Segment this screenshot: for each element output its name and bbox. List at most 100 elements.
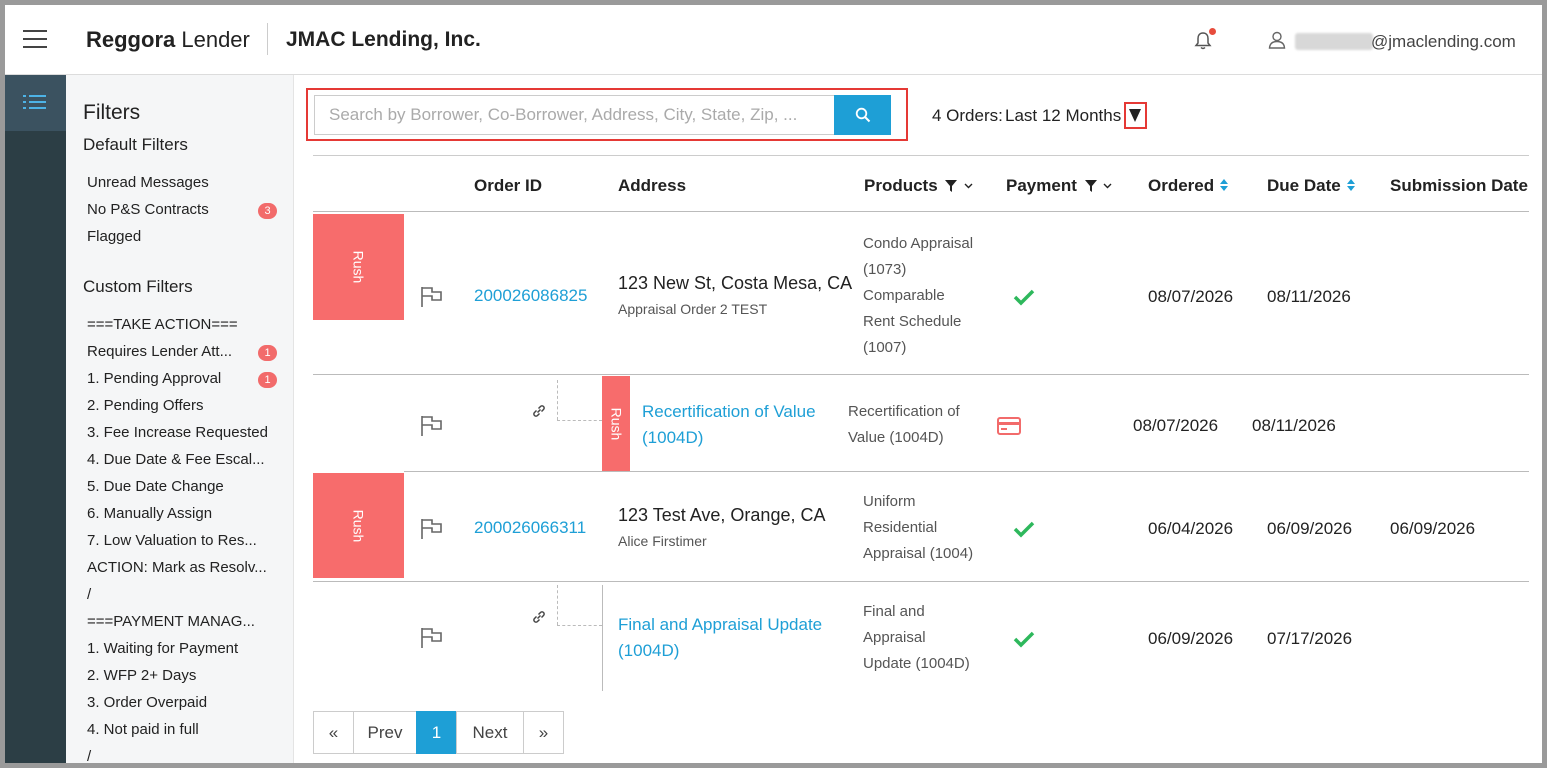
filter-custom-item[interactable]: 2. Pending Offers xyxy=(87,397,204,414)
sort-icon[interactable] xyxy=(1220,178,1229,191)
filter-icon[interactable] xyxy=(945,180,958,192)
col-order-id: Order ID xyxy=(474,176,543,195)
filter-custom-item[interactable]: 4. Due Date & Fee Escal... xyxy=(87,451,265,468)
filter-custom-item[interactable]: 5. Due Date Change xyxy=(87,478,224,495)
search-input[interactable] xyxy=(314,95,836,135)
caret-down-icon[interactable] xyxy=(1129,109,1141,122)
orders-count: 4 Orders: xyxy=(932,106,1003,125)
link-icon[interactable] xyxy=(531,609,547,625)
col-payment-label: Payment xyxy=(1006,176,1077,195)
col-payment[interactable]: Payment xyxy=(1006,176,1112,196)
search-highlight xyxy=(306,88,908,141)
rush-badge: Rush xyxy=(602,376,630,471)
filter-no-ps-contracts[interactable]: No P&S Contracts xyxy=(87,201,209,218)
filters-title: Filters xyxy=(83,101,141,124)
order-id-link[interactable]: 200026086825 xyxy=(474,286,588,305)
chevron-down-icon[interactable] xyxy=(1103,183,1112,189)
filter-custom-item[interactable]: ===PAYMENT MANAG... xyxy=(87,613,255,630)
flag-icon[interactable] xyxy=(419,414,445,438)
due-date: 06/09/2026 xyxy=(1267,519,1353,538)
filter-custom-item[interactable]: Requires Lender Att... xyxy=(87,343,233,360)
last-page-button[interactable]: » xyxy=(523,711,564,754)
address-subtext: Alice Firstimer xyxy=(618,533,707,549)
flag-icon[interactable] xyxy=(419,285,445,309)
filter-custom-item[interactable]: 6. Manually Assign xyxy=(87,505,213,522)
col-due-date[interactable]: Due Date xyxy=(1267,176,1355,196)
due-date: 08/11/2026 xyxy=(1252,416,1336,435)
address-text: 123 New St, Costa Mesa, CA xyxy=(618,273,853,293)
brand-logo[interactable]: Reggora Lender xyxy=(86,27,250,52)
search-button[interactable] xyxy=(834,95,891,135)
filter-custom-item[interactable]: ===TAKE ACTION=== xyxy=(87,316,238,333)
due-date: 08/11/2026 xyxy=(1267,287,1351,306)
header-divider xyxy=(267,23,268,55)
top-bar: Reggora Lender JMAC Lending, Inc. @jmacl… xyxy=(5,5,1542,75)
user-icon[interactable] xyxy=(1267,30,1287,50)
col-products[interactable]: Products xyxy=(864,176,973,196)
child-row-divider xyxy=(602,585,603,691)
submission-date: 06/09/2026 xyxy=(1390,519,1476,538)
flag-icon[interactable] xyxy=(419,626,445,650)
company-name: JMAC Lending, Inc. xyxy=(286,28,481,51)
user-name-redacted xyxy=(1295,33,1373,50)
child-order-link[interactable]: Final and Appraisal Update (1004D) xyxy=(618,615,823,660)
order-id-link[interactable]: 200026066311 xyxy=(474,518,587,537)
user-email[interactable]: @jmaclending.com xyxy=(1371,32,1516,51)
child-order-link[interactable]: Recertification of Value (1004D) xyxy=(642,402,816,447)
first-page-button[interactable]: « xyxy=(313,711,354,754)
table-top-border xyxy=(313,155,1529,156)
credit-card-icon[interactable] xyxy=(997,417,1021,435)
flag-icon[interactable] xyxy=(419,517,445,541)
col-due-date-label: Due Date xyxy=(1267,176,1341,195)
filter-custom-item[interactable]: ACTION: Mark as Resolv... xyxy=(87,559,267,576)
search-icon xyxy=(855,107,870,123)
filter-custom-item[interactable]: / xyxy=(87,586,92,603)
row-separator xyxy=(313,374,1529,375)
nav-rail-orders[interactable] xyxy=(5,75,66,131)
col-ordered[interactable]: Ordered xyxy=(1148,176,1229,196)
count-badge: 1 xyxy=(258,345,277,361)
products-cell: Condo Appraisal (1073) Comparable Rent Sche… xyxy=(863,235,974,356)
connector-line xyxy=(557,625,602,626)
connector-line xyxy=(557,380,558,420)
notification-dot xyxy=(1209,28,1216,35)
filter-custom-item[interactable]: 3. Order Overpaid xyxy=(87,694,208,711)
filter-unread-messages[interactable]: Unread Messages xyxy=(87,174,209,191)
custom-filters-title: Custom Filters xyxy=(83,277,193,296)
sort-icon[interactable] xyxy=(1346,178,1355,191)
filter-custom-item[interactable]: 4. Not paid in full xyxy=(87,721,199,738)
filter-custom-item[interactable]: 1. Waiting for Payment xyxy=(87,640,239,657)
filter-custom-item[interactable]: 2. WFP 2+ Days xyxy=(87,667,197,684)
filter-custom-item[interactable]: 1. Pending Approval xyxy=(87,370,222,387)
prev-page-button[interactable]: Prev xyxy=(353,711,417,754)
chevron-down-icon[interactable] xyxy=(964,183,973,189)
col-ordered-label: Ordered xyxy=(1148,176,1215,195)
connector-line xyxy=(557,420,602,421)
filters-panel: Filters Default Filters Unread Messages … xyxy=(66,75,294,763)
filter-custom-item[interactable]: 7. Low Valuation to Res... xyxy=(87,532,257,549)
app-window: Reggora Lender JMAC Lending, Inc. @jmacl… xyxy=(5,5,1542,763)
menu-icon[interactable] xyxy=(23,30,47,48)
filter-icon[interactable] xyxy=(1084,180,1097,192)
rush-badge: Rush xyxy=(313,214,404,320)
check-icon xyxy=(1013,521,1035,538)
count-badge: 3 xyxy=(258,203,277,219)
row-separator xyxy=(313,581,1529,582)
row-separator xyxy=(404,471,1529,472)
rush-badge: Rush xyxy=(313,473,404,578)
address-subtext: Appraisal Order 2 TEST xyxy=(618,301,768,317)
due-date: 07/17/2026 xyxy=(1267,629,1353,648)
filter-custom-item[interactable]: 3. Fee Increase Requested xyxy=(87,424,268,441)
list-icon xyxy=(23,95,46,109)
bell-icon[interactable] xyxy=(1193,31,1213,51)
products-cell: Uniform Residential Appraisal (1004) xyxy=(863,493,974,562)
page-1-button[interactable]: 1 xyxy=(416,711,457,754)
pagination: « Prev 1 Next » xyxy=(313,711,564,754)
filter-flagged[interactable]: Flagged xyxy=(87,228,142,245)
check-icon xyxy=(1013,631,1035,648)
date-range-select[interactable]: Last 12 Months xyxy=(1005,106,1122,125)
ordered-date: 06/04/2026 xyxy=(1148,519,1234,538)
link-icon[interactable] xyxy=(531,403,547,419)
next-page-button[interactable]: Next xyxy=(456,711,524,754)
filter-custom-item[interactable]: / xyxy=(87,748,92,763)
